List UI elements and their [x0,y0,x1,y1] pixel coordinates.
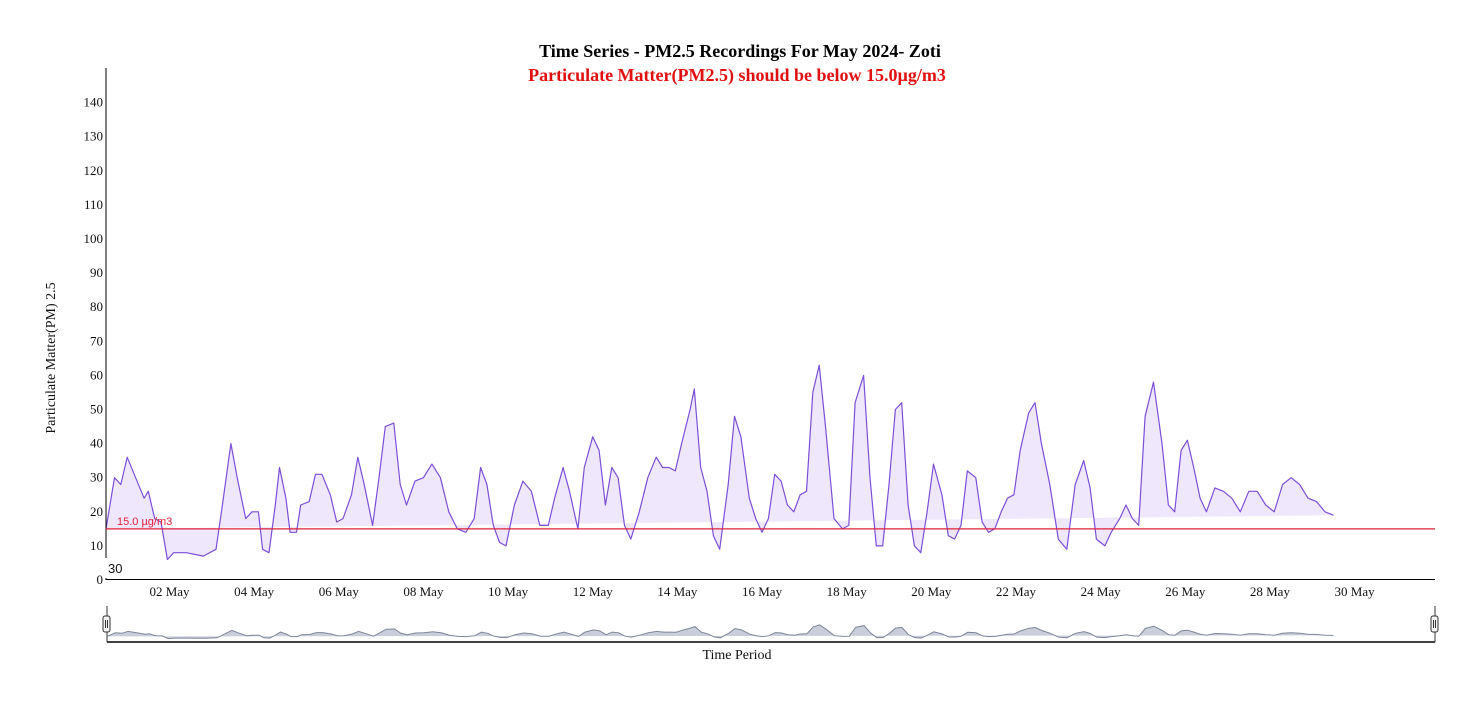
y-tick-label: 20 [90,504,103,519]
x-axis: 02 May 04 May 06 May 08 May 10 May 12 May 14 M… [149,584,1375,599]
y-tick-label: 140 [84,95,104,110]
y-tick-label: 30 [90,470,103,485]
chart-subtitle: Particulate Matter(PM2.5) should be belo… [528,65,946,86]
y-tick-label: 130 [84,129,104,144]
series-line [105,364,1334,561]
x-axis-label: Time Period [702,648,771,663]
series-area [106,365,1334,560]
x-tick-label: 26 May [1165,584,1206,599]
x-tick-label: 06 May [319,584,360,599]
x-tick-label: 22 May [996,584,1037,599]
plot-area [105,364,1334,561]
x-tick-label: 28 May [1250,584,1291,599]
corner-label-box [104,558,132,578]
x-tick-label: 08 May [403,584,444,599]
x-tick-label: 24 May [1081,584,1122,599]
navigator-left-handle[interactable] [102,615,111,633]
y-axis: 0 10 20 30 40 50 60 70 80 90 100 110 120 130 140 [84,95,104,587]
navigator-background[interactable] [107,606,1435,642]
x-tick-label: 10 May [488,584,529,599]
range-navigator[interactable] [102,606,1439,643]
y-tick-label: 10 [90,538,103,553]
y-tick-label: 90 [90,265,103,280]
threshold-label: 15.0 µg/m3 [117,516,172,528]
x-tick-label: 30 May [1335,584,1376,599]
x-tick-label: 14 May [657,584,698,599]
x-tick-label: 18 May [827,584,868,599]
y-tick-label: 60 [90,367,103,382]
x-tick-label: 02 May [149,584,190,599]
chart-title: Time Series - PM2.5 Recordings For May 2… [539,41,941,61]
y-tick-label: 120 [84,163,104,178]
y-tick-label: 40 [90,436,103,451]
y-axis-label: Particulate Matter(PM) 2.5 [44,282,59,433]
y-tick-label: 100 [84,231,104,246]
y-tick-label: 50 [90,402,103,417]
navigator-area [106,624,1334,640]
y-tick-label: 80 [90,299,103,314]
x-tick-label: 20 May [911,584,952,599]
y-tick-label: 0 [97,572,104,587]
y-tick-label: 110 [84,197,103,212]
x-tick-label: 04 May [234,584,275,599]
y-tick-label: 70 [90,333,103,348]
threshold-line: 15.0 µg/m3 [106,516,1435,530]
x-tick-label: 16 May [742,584,783,599]
navigator-right-handle[interactable] [1430,615,1439,633]
corner-label: 30 [108,561,122,576]
x-tick-label: 12 May [573,584,614,599]
